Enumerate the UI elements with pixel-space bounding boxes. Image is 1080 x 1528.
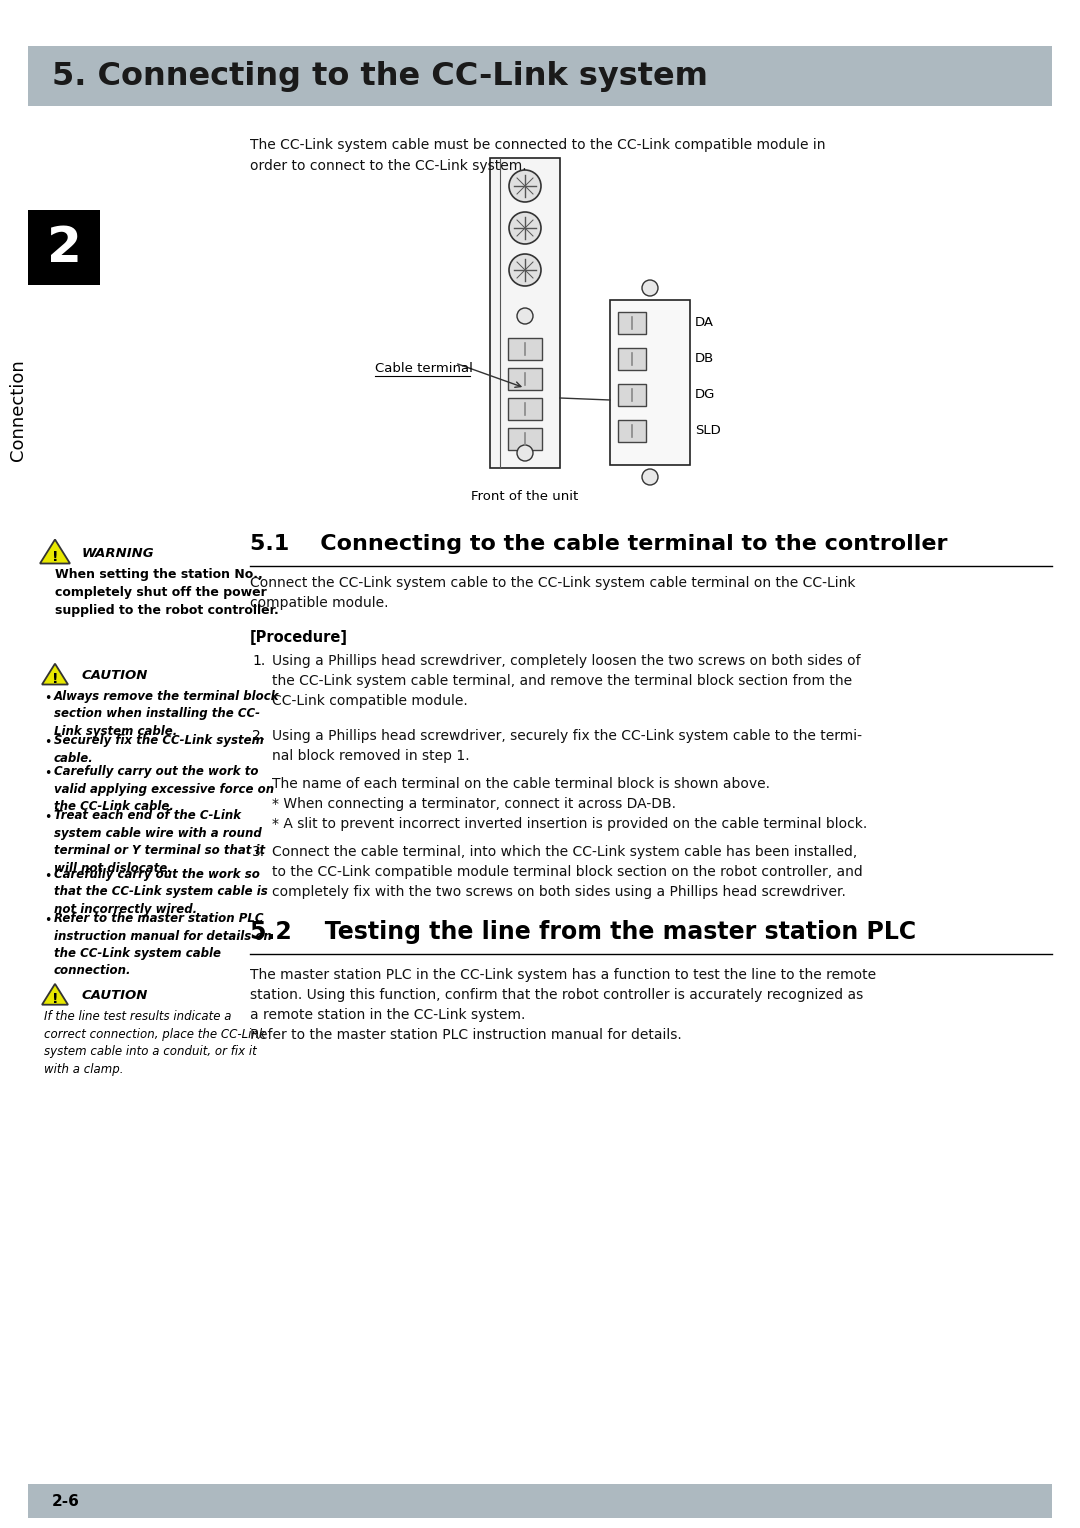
Text: If the line test results indicate a
correct connection, place the CC-Link
system: If the line test results indicate a corr… (44, 1010, 266, 1076)
Bar (28, 1484, 1052, 1517)
Text: 5.1    Connecting to the cable terminal to the controller: 5.1 Connecting to the cable terminal to … (249, 533, 947, 555)
Text: •: • (44, 692, 52, 704)
Text: Always remove the terminal block
section when installing the CC-
Link system cab: Always remove the terminal block section… (54, 691, 280, 738)
Bar (610, 299, 690, 465)
Bar (508, 397, 542, 420)
Circle shape (509, 170, 541, 202)
Text: 2.: 2. (252, 729, 265, 743)
Polygon shape (42, 663, 68, 685)
Polygon shape (42, 984, 68, 1005)
Text: Connect the CC-Link system cable to the CC-Link system cable terminal on the CC-: Connect the CC-Link system cable to the … (249, 576, 855, 610)
Text: CAUTION: CAUTION (82, 989, 148, 1002)
Bar (618, 384, 646, 406)
Circle shape (517, 445, 534, 461)
Bar (618, 312, 646, 335)
Bar (508, 338, 542, 361)
Text: •: • (44, 767, 52, 779)
Text: Connection: Connection (9, 359, 27, 461)
Text: Front of the unit: Front of the unit (471, 490, 579, 503)
Text: Using a Phillips head screwdriver, securely fix the CC-Link system cable to the : Using a Phillips head screwdriver, secur… (272, 729, 862, 762)
Text: SLD: SLD (696, 425, 720, 437)
Bar (28, 46, 1052, 105)
Text: DA: DA (696, 316, 714, 330)
Text: The master station PLC in the CC-Link system has a function to test the line to : The master station PLC in the CC-Link sy… (249, 969, 876, 1042)
Text: The name of each terminal on the cable terminal block is shown above.
* When con: The name of each terminal on the cable t… (272, 778, 867, 831)
Text: 5.2    Testing the line from the master station PLC: 5.2 Testing the line from the master sta… (249, 920, 916, 944)
Text: Using a Phillips head screwdriver, completely loosen the two screws on both side: Using a Phillips head screwdriver, compl… (272, 654, 861, 707)
Text: When setting the station No.,
completely shut off the power
supplied to the robo: When setting the station No., completely… (55, 568, 279, 617)
Text: !: ! (52, 992, 58, 1007)
Text: !: ! (52, 550, 58, 564)
Circle shape (642, 469, 658, 484)
Text: CAUTION: CAUTION (82, 669, 148, 681)
Text: Refer to the master station PLC
instruction manual for details on
the CC-Link sy: Refer to the master station PLC instruct… (54, 912, 272, 978)
Text: 5. Connecting to the CC-Link system: 5. Connecting to the CC-Link system (52, 61, 707, 92)
Bar (618, 420, 646, 442)
Bar (618, 348, 646, 370)
Text: 2: 2 (46, 225, 81, 272)
Text: Connect the cable terminal, into which the CC-Link system cable has been install: Connect the cable terminal, into which t… (272, 845, 863, 898)
Circle shape (509, 254, 541, 286)
Text: Carefully carry out the work to
valid applying excessive force on
the CC-Link ca: Carefully carry out the work to valid ap… (54, 766, 274, 813)
Text: 3.: 3. (252, 845, 265, 859)
Text: Securely fix the CC-Link system
cable.: Securely fix the CC-Link system cable. (54, 735, 264, 766)
Text: •: • (44, 811, 52, 825)
Bar (508, 428, 542, 451)
Text: !: ! (52, 672, 58, 686)
Text: [Procedure]: [Procedure] (249, 630, 348, 645)
Text: •: • (44, 914, 52, 927)
Text: 2-6: 2-6 (52, 1493, 80, 1508)
Circle shape (509, 212, 541, 244)
Bar (490, 157, 561, 468)
Text: Cable terminal: Cable terminal (375, 362, 473, 374)
Bar (28, 209, 100, 286)
Polygon shape (40, 539, 70, 564)
Text: •: • (44, 736, 52, 749)
Circle shape (642, 280, 658, 296)
Text: DG: DG (696, 388, 715, 402)
Text: WARNING: WARNING (82, 547, 154, 559)
Bar (508, 368, 542, 390)
Circle shape (517, 309, 534, 324)
Text: The CC-Link system cable must be connected to the CC-Link compatible module in
o: The CC-Link system cable must be connect… (249, 138, 825, 173)
Text: Carefully carry out the work so
that the CC-Link system cable is
not incorrectly: Carefully carry out the work so that the… (54, 868, 268, 915)
Text: DB: DB (696, 353, 714, 365)
Text: Treat each end of the C-Link
system cable wire with a round
terminal or Y termin: Treat each end of the C-Link system cabl… (54, 810, 265, 876)
Text: •: • (44, 869, 52, 883)
Text: 1.: 1. (252, 654, 266, 668)
